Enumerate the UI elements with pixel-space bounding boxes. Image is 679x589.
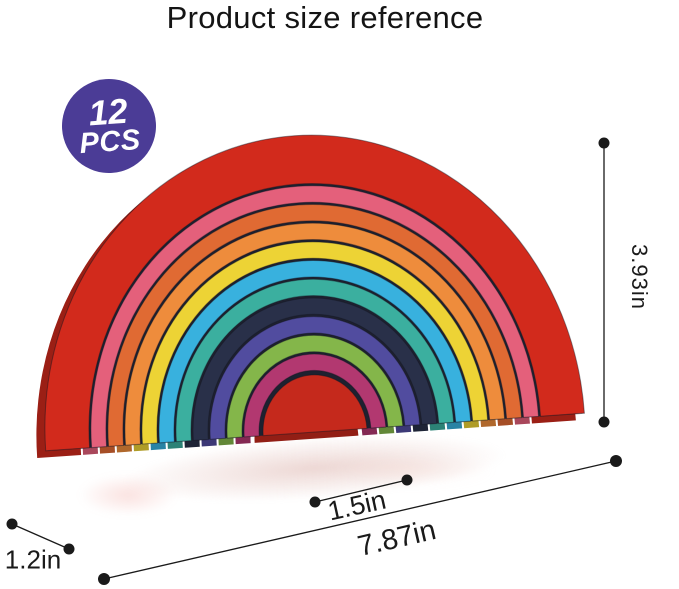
piece-red-inner — [262, 374, 368, 437]
dimension-endpoint-dot — [598, 137, 610, 149]
piece-indigo — [209, 316, 421, 440]
piece-teal — [175, 278, 455, 443]
dimension-endpoint-dot — [98, 573, 110, 585]
height-dimension-label: 3.93in — [627, 244, 652, 310]
piece-pink — [90, 185, 540, 449]
dimension-endpoint-dot — [598, 416, 610, 428]
depth-dimension-label: 1.2in — [4, 544, 62, 575]
rainbow-toy — [36, 134, 585, 459]
piece-red-outer — [44, 134, 585, 452]
page-title: Product size reference — [166, 0, 484, 35]
piece-magenta — [243, 353, 387, 438]
surface-reflection — [58, 466, 198, 524]
dimension-endpoint-dot — [610, 455, 622, 467]
piece-navy — [192, 297, 438, 442]
piece-orange — [124, 222, 506, 446]
total-width-dimension-label: 7.87in — [354, 514, 439, 563]
dimension-endpoint-dot — [6, 518, 18, 530]
height-dimension — [598, 137, 610, 428]
piece-yellow — [141, 241, 489, 445]
piece-sky-blue — [158, 260, 472, 444]
piece-green — [226, 334, 404, 439]
dimension-endpoint-dot — [63, 543, 75, 555]
piece-red-orange — [107, 203, 523, 448]
